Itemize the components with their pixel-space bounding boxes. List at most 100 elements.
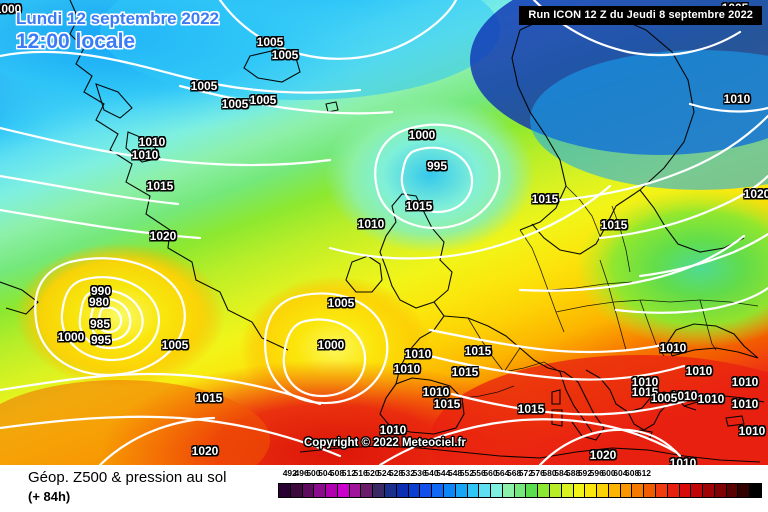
map-footer: Géop. Z500 & pression au sol (+ 84h) 492… [0, 465, 768, 512]
color-scale-tick: 564 [495, 468, 510, 478]
color-swatch [514, 484, 527, 497]
legend-title: Géop. Z500 & pression au sol [28, 469, 227, 486]
isobar-label: 1000 [317, 338, 345, 352]
isobar-label: 995 [90, 333, 112, 347]
color-swatch [632, 484, 645, 497]
isobar-label: 1015 [451, 365, 479, 379]
isobar-label: 1020 [149, 229, 177, 243]
color-scale-tick: 508 [329, 468, 345, 478]
isobar-label: 985 [89, 317, 111, 331]
isobar-label: 1005 [249, 93, 277, 107]
color-scale-tick: 532 [400, 468, 415, 478]
color-swatch [314, 484, 327, 497]
isobar-label: 1005 [256, 35, 284, 49]
isobar-label: 1015 [195, 391, 223, 405]
color-scale-tick: 504 [318, 468, 333, 478]
map-canvas [0, 0, 768, 465]
color-swatch [549, 484, 562, 497]
color-swatch [396, 484, 409, 497]
isobar-label: 1005 [190, 79, 218, 93]
color-swatch [491, 484, 503, 497]
color-swatch [455, 484, 468, 497]
model-run-banner: Run ICON 12 Z du Jeudi 8 septembre 2022 [519, 6, 762, 25]
color-scale-tick: 560 [483, 468, 498, 478]
color-swatch [526, 484, 539, 497]
isobar-label: 1015 [433, 397, 461, 411]
isobar-label: 1020 [589, 448, 617, 462]
coastlines [0, 0, 765, 463]
color-swatch [679, 484, 692, 497]
color-swatch [337, 484, 350, 497]
isobar-label: 1010 [131, 148, 159, 162]
color-scale-tick: 576 [530, 468, 545, 478]
isobar-label: 1010 [669, 456, 697, 465]
color-swatch [620, 484, 633, 497]
color-scale-tick: 608 [625, 468, 640, 478]
isobar-label: 1010 [731, 397, 759, 411]
map-valid-time: 12:00 locale [16, 30, 136, 53]
isobar-label: 1005 [271, 48, 299, 62]
isobar-label: 1020 [191, 444, 219, 458]
color-scale-tick: 600 [601, 468, 616, 478]
color-scale-tick: 592 [577, 468, 593, 478]
color-scale-tick: 556 [471, 468, 486, 478]
color-swatch [420, 484, 433, 497]
weather-map[interactable]: 1000100510051005100510051005100099510101… [0, 0, 768, 465]
isobar-label: 1000 [408, 128, 436, 142]
color-scale-tick: 536 [412, 468, 427, 478]
color-swatch [385, 484, 397, 497]
isobar-label: 1010 [731, 375, 759, 389]
color-scale-tick: 604 [613, 468, 628, 478]
color-scale-tick: 520 [365, 468, 380, 478]
color-swatch [502, 484, 515, 497]
isobar-label: 995 [426, 159, 448, 173]
isobar-label: 1015 [631, 385, 659, 399]
color-scale-tick: 500 [306, 468, 321, 478]
copyright-notice: Copyright © 2022 Meteociel.fr [304, 437, 466, 449]
color-swatch [561, 484, 574, 497]
color-swatch [644, 484, 656, 497]
color-swatch [750, 484, 762, 497]
color-scale-tick: 588 [566, 468, 581, 478]
color-swatch [738, 484, 751, 497]
isobar-label: 1010 [697, 392, 725, 406]
color-swatch [691, 484, 704, 497]
color-scale-tick: 496 [294, 468, 309, 478]
color-scale-tick: 528 [388, 468, 404, 478]
color-scale-tick: 512 [341, 468, 356, 478]
color-swatch [361, 484, 374, 497]
isobar-label: 1005 [327, 296, 355, 310]
color-swatch [667, 484, 680, 497]
isobar-label: 1010 [138, 135, 166, 149]
isobar-label: 990 [90, 284, 112, 298]
isobar-label: 1010 [404, 347, 432, 361]
isobar-label: 1015 [146, 179, 174, 193]
color-swatch [326, 484, 338, 497]
color-scale-tick: 516 [353, 468, 368, 478]
color-scale-tick: 572 [518, 468, 533, 478]
color-swatch [373, 484, 386, 497]
color-scale-tick: 524 [377, 468, 392, 478]
isobar-label: 1005 [161, 338, 189, 352]
legend-forecast-hour: (+ 84h) [28, 489, 71, 504]
isobar-label: 1015 [531, 192, 559, 206]
isobar-label: 1010 [659, 341, 687, 355]
isobar-label: 1010 [631, 375, 659, 389]
color-swatch [656, 484, 668, 497]
color-scale[interactable]: 492 496 500 504 508 512 516 520 524 528 532 536 540 5… [278, 468, 762, 510]
color-swatch [302, 484, 315, 497]
isobar-label: 1000 [57, 330, 85, 344]
color-swatch [573, 484, 586, 497]
color-scale-tick: 552 [459, 468, 474, 478]
isobar-label: 1010 [393, 362, 421, 376]
isobar-label: 1015 [405, 199, 433, 213]
color-swatch [443, 484, 456, 497]
isobar-label: 1005 [650, 391, 678, 405]
color-scale-bar[interactable] [278, 483, 762, 498]
isobar-label: 1010 [357, 217, 385, 231]
color-scale-tick: 548 [447, 468, 463, 478]
color-scale-ticks: 492 496 500 504 508 512 516 520 524 528 532 536 540 5… [278, 468, 762, 482]
color-scale-tick: 544 [436, 468, 451, 478]
color-swatch [703, 484, 715, 497]
